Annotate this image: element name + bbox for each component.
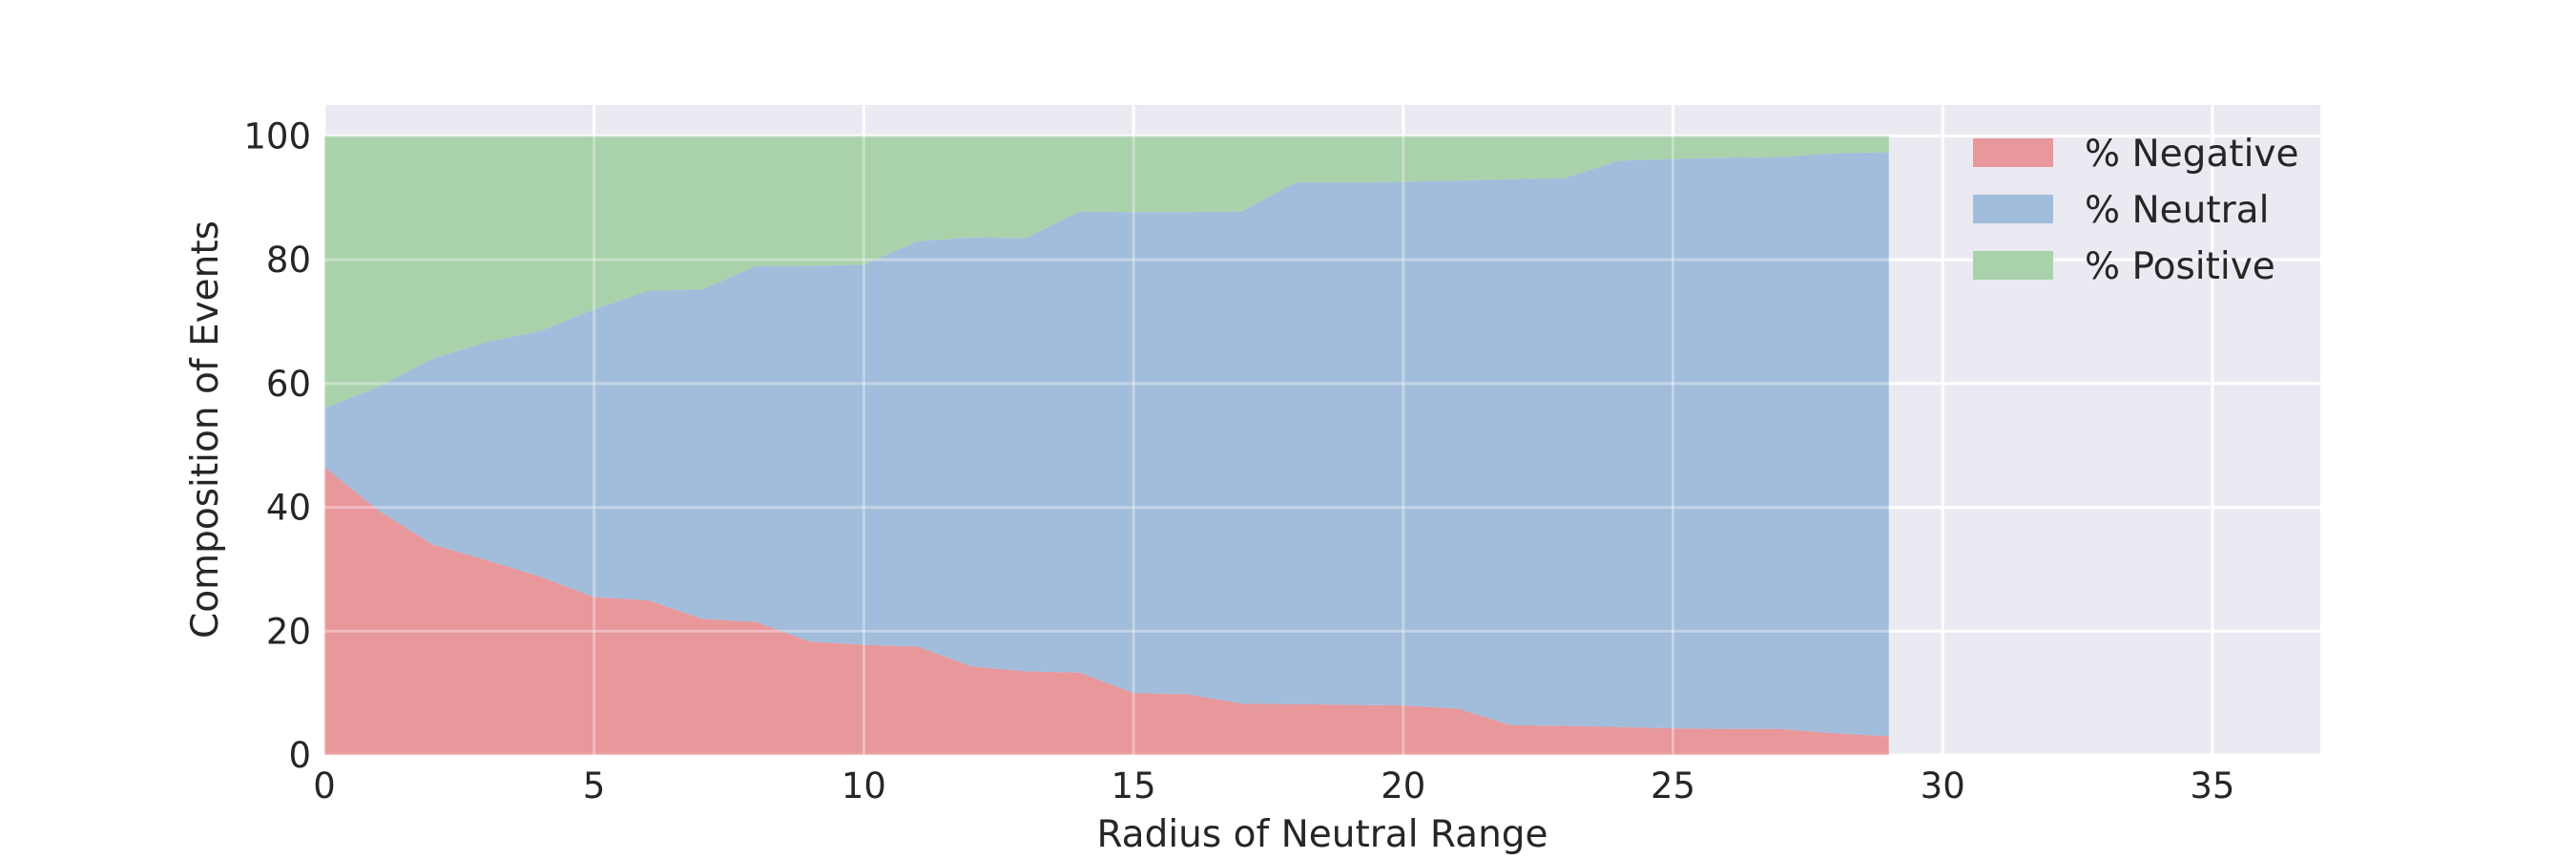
legend-label: % Positive [2085, 245, 2275, 288]
legend-label: % Neutral [2085, 189, 2269, 232]
area-negative [324, 467, 1889, 755]
x-tick-label: 25 [1651, 765, 1695, 807]
x-tick-labels: 0 5 10 15 20 25 30 35 [313, 765, 2234, 807]
y-tick-label: 60 [266, 364, 311, 405]
x-tick-label: 30 [1921, 765, 1965, 807]
legend: % Negative % Neutral % Positive [1973, 133, 2298, 288]
x-tick-label: 10 [841, 765, 886, 807]
y-tick-label: 40 [266, 488, 311, 529]
y-tick-label: 0 [288, 735, 311, 776]
y-tick-label: 80 [266, 240, 311, 281]
x-tick-label: 15 [1111, 765, 1156, 807]
y-axis-title: Composition of Events [184, 220, 227, 639]
legend-swatch [1973, 138, 2053, 167]
y-tick-labels: 0 20 40 60 80 100 [243, 115, 311, 776]
x-tick-label: 35 [2190, 765, 2234, 807]
x-tick-label: 20 [1381, 765, 1425, 807]
y-tick-label: 20 [266, 611, 311, 652]
grid-overlay [322, 105, 2320, 757]
area-positive [324, 136, 1889, 409]
legend-label: % Negative [2085, 133, 2298, 176]
x-axis-title: Radius of Neutral Range [1096, 813, 1548, 856]
x-tick-label: 0 [313, 765, 336, 807]
area-neutral [324, 152, 1889, 737]
legend-swatch [1973, 251, 2053, 280]
legend-swatch [1973, 195, 2053, 223]
x-tick-label: 5 [583, 765, 606, 807]
y-tick-label: 100 [243, 115, 311, 157]
area-series [324, 136, 1889, 755]
